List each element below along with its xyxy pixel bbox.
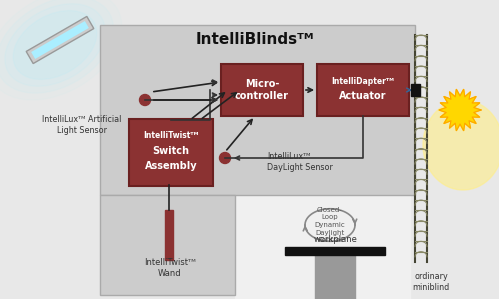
Ellipse shape [5, 4, 105, 86]
Ellipse shape [13, 11, 97, 79]
Bar [165, 210, 173, 260]
Text: Actuator: Actuator [339, 91, 387, 101]
Text: workplane: workplane [314, 235, 358, 244]
Polygon shape [31, 21, 89, 59]
Text: Micro-: Micro- [245, 79, 279, 89]
Polygon shape [439, 89, 481, 131]
Circle shape [140, 94, 151, 106]
Text: controller: controller [235, 91, 289, 101]
Text: IntelliTwistᵀᴹ
Wand: IntelliTwistᵀᴹ Wand [144, 258, 196, 278]
Bar [315, 255, 355, 299]
Text: IntelliTwistᵀᴹ: IntelliTwistᵀᴹ [143, 132, 199, 141]
Ellipse shape [423, 100, 499, 190]
FancyBboxPatch shape [221, 64, 303, 116]
Text: Assembly: Assembly [145, 161, 197, 171]
Text: IntelliDapterᵀᴹ: IntelliDapterᵀᴹ [331, 77, 395, 86]
FancyBboxPatch shape [129, 119, 213, 186]
Text: Closed-
Loop
Dynamic
Daylight
Control: Closed- Loop Dynamic Daylight Control [315, 207, 345, 243]
Polygon shape [26, 16, 94, 64]
FancyBboxPatch shape [317, 64, 409, 116]
Circle shape [220, 152, 231, 164]
Bar [411, 84, 420, 96]
Text: ordinary
miniblind: ordinary miniblind [412, 272, 450, 292]
Bar [235, 195, 410, 299]
Bar [100, 25, 415, 195]
Bar [100, 195, 235, 295]
Text: IntelliLuxᵀᴹ Artificial
Light Sensor: IntelliLuxᵀᴹ Artificial Light Sensor [42, 115, 122, 135]
Bar [285, 247, 385, 255]
Ellipse shape [0, 0, 113, 93]
Text: IntelliLuxᵀᴹ
DayLight Sensor: IntelliLuxᵀᴹ DayLight Sensor [267, 152, 333, 173]
Text: IntelliBlindsᵀᴹ: IntelliBlindsᵀᴹ [196, 33, 314, 48]
Text: Switch: Switch [153, 146, 190, 156]
